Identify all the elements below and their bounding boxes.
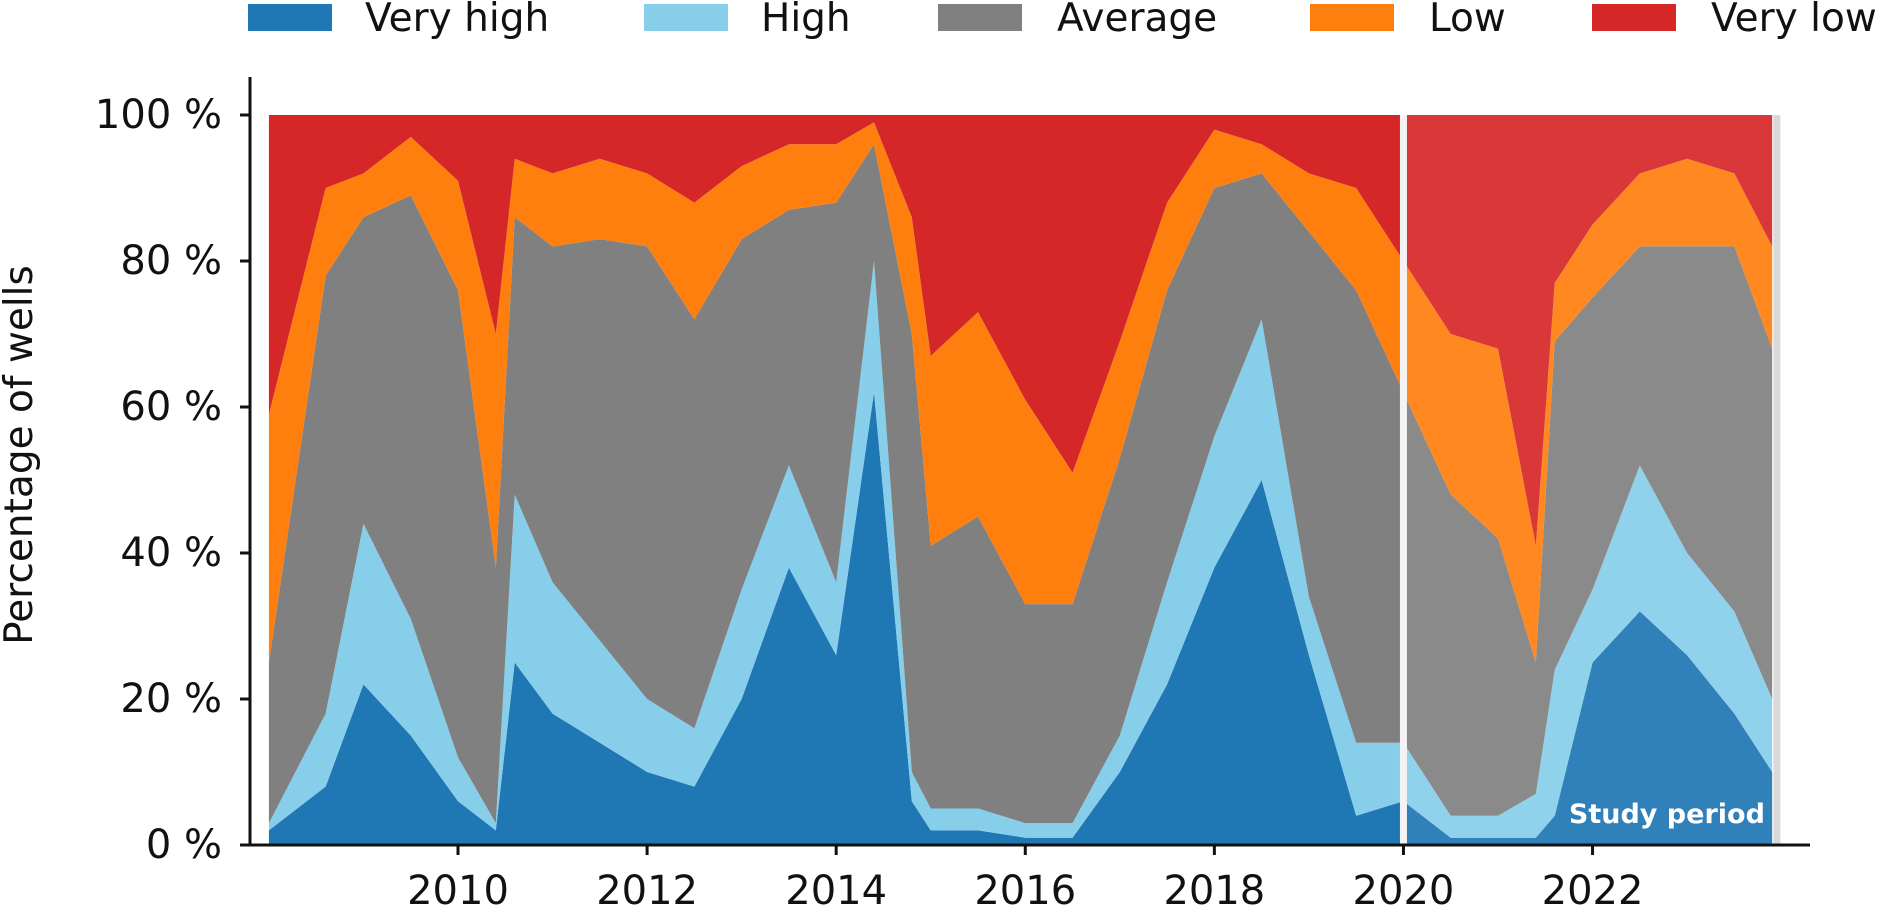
y-tick-label-100: 100 % — [95, 92, 222, 138]
legend-swatch-high — [644, 4, 728, 31]
legend-swatch-very-high — [248, 4, 332, 31]
point-very-low-1 — [325, 114, 327, 116]
point-very-low-14 — [873, 114, 875, 116]
point-very-low-21 — [1166, 114, 1168, 116]
series-area-very-high — [268, 392, 1773, 845]
axes-layer: 0 % 20 % 40 % 60 % 80 % 100 % 2010 2012 2014 2016… — [95, 77, 1810, 905]
point-very-low-22 — [1213, 114, 1215, 116]
annotation-layer: Study period — [1399, 115, 1781, 845]
series-area-average — [268, 144, 1773, 824]
legend-label-average: Average — [1057, 0, 1217, 41]
point-very-low-25 — [1355, 114, 1357, 116]
point-very-low-18 — [1024, 114, 1026, 116]
point-very-low-2 — [363, 114, 365, 116]
legend-label-high: High — [761, 0, 851, 41]
legend-swatch-average — [938, 4, 1022, 31]
point-very-low-24 — [1308, 114, 1310, 116]
point-very-low-6 — [514, 114, 516, 116]
y-tick-label-20: 20 % — [120, 676, 222, 722]
point-very-low-5 — [495, 114, 497, 116]
point-very-low-16 — [930, 114, 932, 116]
point-very-low-20 — [1119, 114, 1121, 116]
legend-label-very-low: Very low — [1711, 0, 1877, 41]
point-very-low-9 — [646, 114, 648, 116]
point-very-low-4 — [457, 114, 459, 116]
point-very-low-19 — [1072, 114, 1074, 116]
legend-swatch-very-low — [1592, 4, 1676, 31]
y-axis-label: Percentage of wells — [0, 265, 42, 645]
point-very-low-13 — [835, 114, 837, 116]
legend-label-low: Low — [1429, 0, 1506, 41]
point-very-low-23 — [1261, 114, 1263, 116]
legend: Very high High Average Low Very low — [248, 0, 1877, 41]
x-tick-label-2012: 2012 — [596, 868, 698, 905]
series-area-very-low — [268, 115, 1773, 546]
series-layer — [268, 114, 1773, 845]
study-period-region — [1403, 115, 1777, 845]
point-very-low-17 — [977, 114, 979, 116]
legend-label-very-high: Very high — [365, 0, 549, 41]
point-very-low-15 — [911, 114, 913, 116]
y-tick-label-0: 0 % — [146, 822, 222, 868]
point-very-low-7 — [552, 114, 554, 116]
x-tick-label-2010: 2010 — [407, 868, 509, 905]
legend-swatch-low — [1310, 4, 1394, 31]
x-tick-label-2018: 2018 — [1163, 868, 1265, 905]
x-tick-label-2014: 2014 — [785, 868, 887, 905]
y-tick-label-40: 40 % — [120, 530, 222, 576]
point-very-low-0 — [268, 114, 270, 116]
series-area-low — [268, 122, 1773, 663]
y-tick-label-60: 60 % — [120, 384, 222, 430]
point-very-low-3 — [410, 114, 412, 116]
point-very-low-11 — [741, 114, 743, 116]
point-very-low-10 — [693, 114, 695, 116]
y-tick-label-80: 80 % — [120, 238, 222, 284]
point-very-low-8 — [599, 114, 601, 116]
x-tick-label-2022: 2022 — [1542, 868, 1644, 905]
x-tick-label-2016: 2016 — [974, 868, 1076, 905]
x-tick-label-2020: 2020 — [1353, 868, 1455, 905]
point-very-low-12 — [788, 114, 790, 116]
study-period-label: Study period — [1569, 799, 1765, 830]
